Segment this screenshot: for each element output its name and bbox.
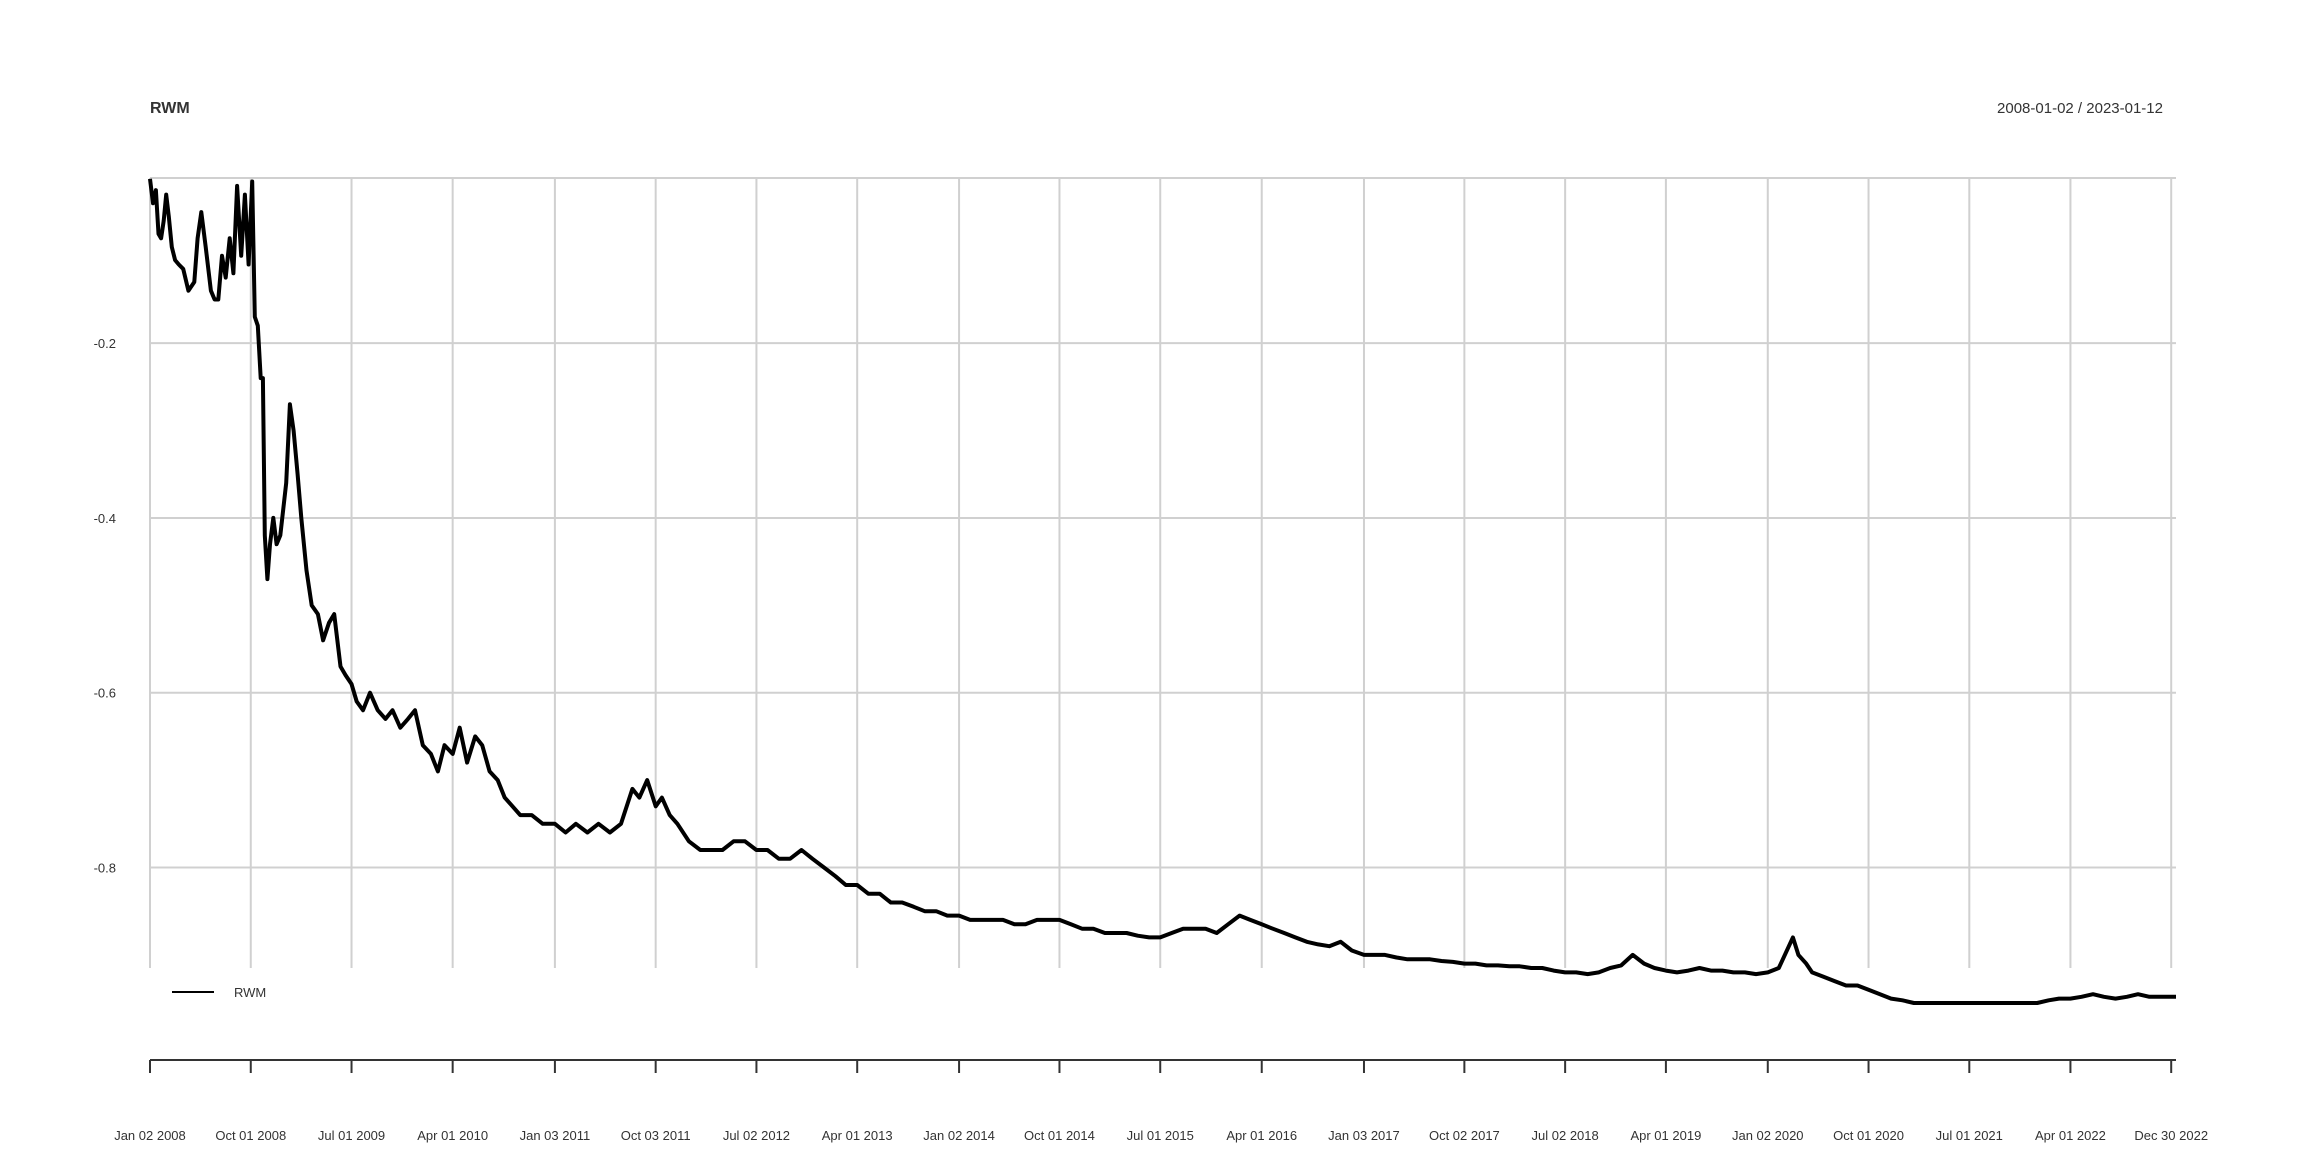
y-axis-tick-label: -0.2 [94,336,116,351]
x-axis-tick-label: Jul 01 2021 [1936,1128,2003,1143]
x-axis-tick-label: Jul 02 2018 [1532,1128,1599,1143]
horizontal-gridlines [150,177,2176,869]
x-axis-tick-label: Jul 01 2009 [318,1128,385,1143]
x-axis-tick-label: Jan 03 2011 [520,1128,591,1143]
legend-label-rwm: RWM [234,985,266,1000]
x-axis-tick-label: Oct 01 2020 [1833,1128,1904,1143]
x-axis-tick-label: Apr 01 2010 [417,1128,488,1143]
x-axis-tick-label: Apr 01 2019 [1630,1128,1701,1143]
x-axis-ticks [149,1060,2173,1073]
series-layer [148,178,2176,1005]
series-line-rwm [148,178,2176,1005]
x-axis-tick-label: Jan 02 2008 [114,1128,186,1143]
x-axis-tick-label: Jul 02 2012 [723,1128,790,1143]
x-axis-tick-label: Jan 02 2014 [923,1128,995,1143]
y-axis-tick-label: -0.4 [94,511,116,526]
x-axis-tick-label: Oct 01 2014 [1024,1128,1095,1143]
y-axis-tick-label: -0.8 [94,861,116,876]
x-axis-tick-label: Apr 01 2022 [2035,1128,2106,1143]
x-axis-tick-label: Jan 02 2020 [1732,1128,1804,1143]
date-range-label: 2008-01-02 / 2023-01-12 [1997,100,2163,117]
chart-title: RWM [150,100,190,117]
vertical-gridlines [149,178,2173,968]
x-axis-tick-labels: Jan 02 2008 Oct 01 2008 Jul 01 2009 Apr 01 … [114,1128,2208,1143]
x-axis-tick-label: Apr 01 2013 [822,1128,893,1143]
x-axis-tick-label: Jul 01 2015 [1127,1128,1194,1143]
x-axis-tick-label: Oct 03 2011 [621,1128,691,1143]
x-axis-tick-label: Apr 01 2016 [1226,1128,1297,1143]
x-axis-tick-label: Dec 30 2022 [2134,1128,2208,1143]
x-axis-tick-label: Jan 03 2017 [1328,1128,1400,1143]
x-axis-tick-label: Oct 01 2008 [215,1128,286,1143]
x-axis-tick-label: Oct 02 2017 [1429,1128,1500,1143]
legend: RWM [172,985,266,1000]
y-axis-tick-label: -0.6 [94,686,116,701]
y-axis-tick-labels: -0.2 -0.4 -0.6 -0.8 [94,336,116,875]
